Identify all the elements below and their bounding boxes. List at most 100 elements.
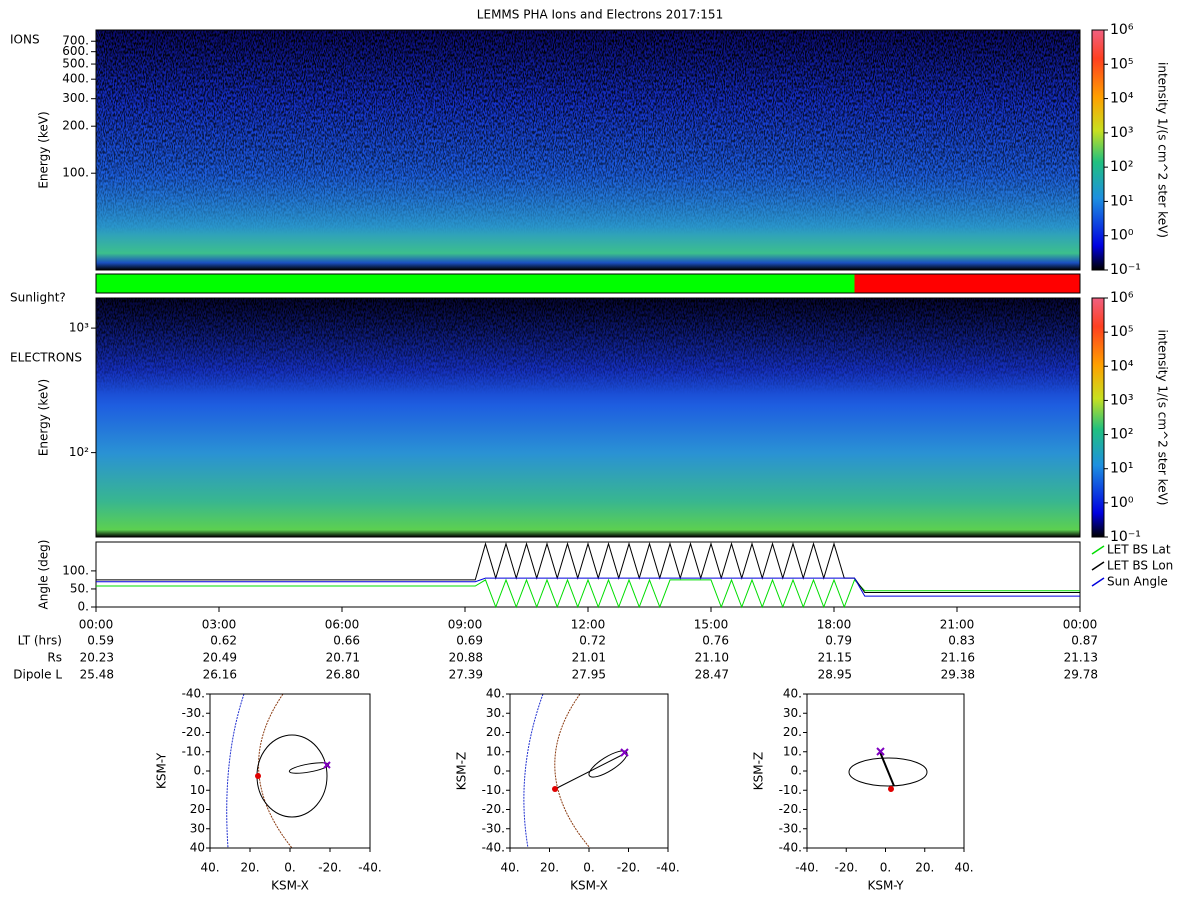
ephemeris-value: 27.95 bbox=[572, 668, 606, 682]
colorbar bbox=[1091, 297, 1105, 538]
trajectory bbox=[879, 751, 895, 787]
colorbar-tick-label: 10⁻¹ bbox=[1110, 262, 1141, 278]
x-tick-label: 40. bbox=[500, 861, 519, 875]
electron-speckle bbox=[96, 298, 1080, 537]
y-tick-label: 40. bbox=[783, 687, 802, 701]
magnetopause bbox=[523, 693, 544, 849]
x-axis-label: KSM-X bbox=[271, 879, 309, 893]
legend-swatch bbox=[1091, 545, 1105, 555]
magnetopause bbox=[226, 693, 245, 849]
ephemeris-value: 29.78 bbox=[1064, 668, 1098, 682]
ephemeris-value: 0.72 bbox=[579, 634, 606, 648]
marker bbox=[552, 786, 558, 792]
ephemeris-value: 29.38 bbox=[941, 668, 975, 682]
legend-label: Sun Angle bbox=[1107, 575, 1168, 589]
x-tick-label: 0. bbox=[583, 861, 594, 875]
x-tick-label: -40. bbox=[795, 861, 818, 875]
ephemeris-label: LT (hrs) bbox=[18, 634, 62, 648]
plot-frame bbox=[95, 29, 1081, 271]
ephemeris-value: 28.47 bbox=[695, 668, 729, 682]
x-tick-label: 12:00 bbox=[571, 618, 606, 632]
ephemeris-value: 20.23 bbox=[80, 651, 114, 665]
y-tick-label: -40. bbox=[779, 841, 802, 855]
ephemeris-value: 0.62 bbox=[210, 634, 237, 648]
marker bbox=[888, 786, 894, 792]
x-tick-label: -40. bbox=[656, 861, 679, 875]
marker bbox=[876, 747, 885, 756]
colorbar-label: intensity 1/(s cm^2 ster keV) bbox=[1156, 330, 1170, 506]
panel-label: Sunlight? bbox=[10, 291, 66, 305]
figure-title: LEMMS PHA Ions and Electrons 2017:151 bbox=[477, 8, 723, 22]
colorbar-tick-label: 10⁻¹ bbox=[1110, 529, 1141, 545]
ephemeris-value: 21.15 bbox=[818, 651, 852, 665]
y-tick-label: 10 bbox=[190, 783, 205, 797]
ephemeris-label: Rs bbox=[47, 651, 62, 665]
ephemeris-value: 0.66 bbox=[333, 634, 360, 648]
x-tick-label: 09:00 bbox=[448, 618, 483, 632]
colorbar-tick-label: 10⁶ bbox=[1110, 22, 1134, 38]
y-axis-label: KSM-Z bbox=[752, 752, 766, 790]
y-tick-label: 40 bbox=[190, 841, 205, 855]
colorbar-tick-label: 10⁴ bbox=[1110, 91, 1134, 107]
y-tick-label: 100. bbox=[62, 563, 89, 577]
orbit bbox=[848, 757, 928, 787]
x-tick-label: -20. bbox=[835, 861, 858, 875]
ephemeris-value: 0.79 bbox=[825, 634, 852, 648]
ephemeris-value: 0.87 bbox=[1071, 634, 1098, 648]
x-tick-label: 20. bbox=[240, 861, 259, 875]
x-tick-label: 0. bbox=[880, 861, 891, 875]
y-tick-label: 20 bbox=[190, 802, 205, 816]
ephemeris-value: 27.39 bbox=[449, 668, 483, 682]
ephemeris-value: 21.16 bbox=[941, 651, 975, 665]
ephemeris-value: 28.95 bbox=[818, 668, 852, 682]
colorbar-tick-label: 10³ bbox=[1110, 125, 1133, 141]
y-tick-label: 30. bbox=[486, 706, 505, 720]
y-axis-label: KSM-Y bbox=[155, 752, 169, 789]
x-tick-label: 00:00 bbox=[1063, 618, 1098, 632]
colorbar-tick-label: 10⁶ bbox=[1110, 290, 1134, 306]
ephemeris-value: 21.01 bbox=[572, 651, 606, 665]
y-tick-label: 0. bbox=[494, 764, 505, 778]
x-tick-label: 40. bbox=[200, 861, 219, 875]
panel-label: IONS bbox=[10, 33, 40, 47]
x-tick-label: -20. bbox=[318, 861, 341, 875]
colorbar-tick-label: 10⁵ bbox=[1110, 324, 1133, 340]
y-tick-label: 0. bbox=[78, 600, 89, 614]
y-tick-label: -10. bbox=[482, 783, 505, 797]
plot-frame bbox=[95, 273, 1081, 294]
y-tick-label: 0. bbox=[791, 764, 802, 778]
ephemeris-value: 21.10 bbox=[695, 651, 729, 665]
legend-label: LET BS Lat bbox=[1107, 543, 1171, 557]
y-tick-label: -30. bbox=[182, 706, 205, 720]
colorbar-tick-label: 10¹ bbox=[1110, 461, 1133, 477]
ephemeris-value: 20.71 bbox=[326, 651, 360, 665]
colorbar-tick-label: 10⁵ bbox=[1110, 56, 1133, 72]
x-tick-label: 06:00 bbox=[325, 618, 360, 632]
x-tick-label: 0. bbox=[284, 861, 295, 875]
series-line bbox=[96, 577, 1080, 597]
ephemeris-value: 26.16 bbox=[203, 668, 237, 682]
y-tick-label: 30 bbox=[190, 821, 205, 835]
y-tick-label: 300. bbox=[62, 91, 89, 105]
orbit-shapes bbox=[226, 693, 928, 849]
ephemeris-label: Dipole L bbox=[13, 668, 62, 682]
x-axis-label: KSM-X bbox=[570, 879, 608, 893]
colorbar-tick-label: 10³ bbox=[1110, 392, 1133, 408]
y-tick-label: -40. bbox=[482, 841, 505, 855]
y-axis-label: Energy (keV) bbox=[37, 111, 51, 188]
y-tick-label: -20. bbox=[182, 725, 205, 739]
y-tick-label: -30. bbox=[779, 821, 802, 835]
colorbar-tick-label: 10⁴ bbox=[1110, 358, 1134, 374]
sunlight-segment bbox=[96, 274, 855, 293]
marker bbox=[620, 748, 629, 757]
ephemeris-value: 0.59 bbox=[87, 634, 114, 648]
legend-swatch bbox=[1091, 577, 1105, 587]
ephemeris-value: 20.49 bbox=[203, 651, 237, 665]
colorbar-tick-label: 10² bbox=[1110, 159, 1133, 175]
colorbar bbox=[1091, 29, 1105, 271]
y-tick-label: 20. bbox=[486, 725, 505, 739]
plot-frame bbox=[509, 693, 669, 849]
y-tick-label: 0. bbox=[194, 764, 205, 778]
y-tick-label: 500. bbox=[62, 57, 89, 71]
